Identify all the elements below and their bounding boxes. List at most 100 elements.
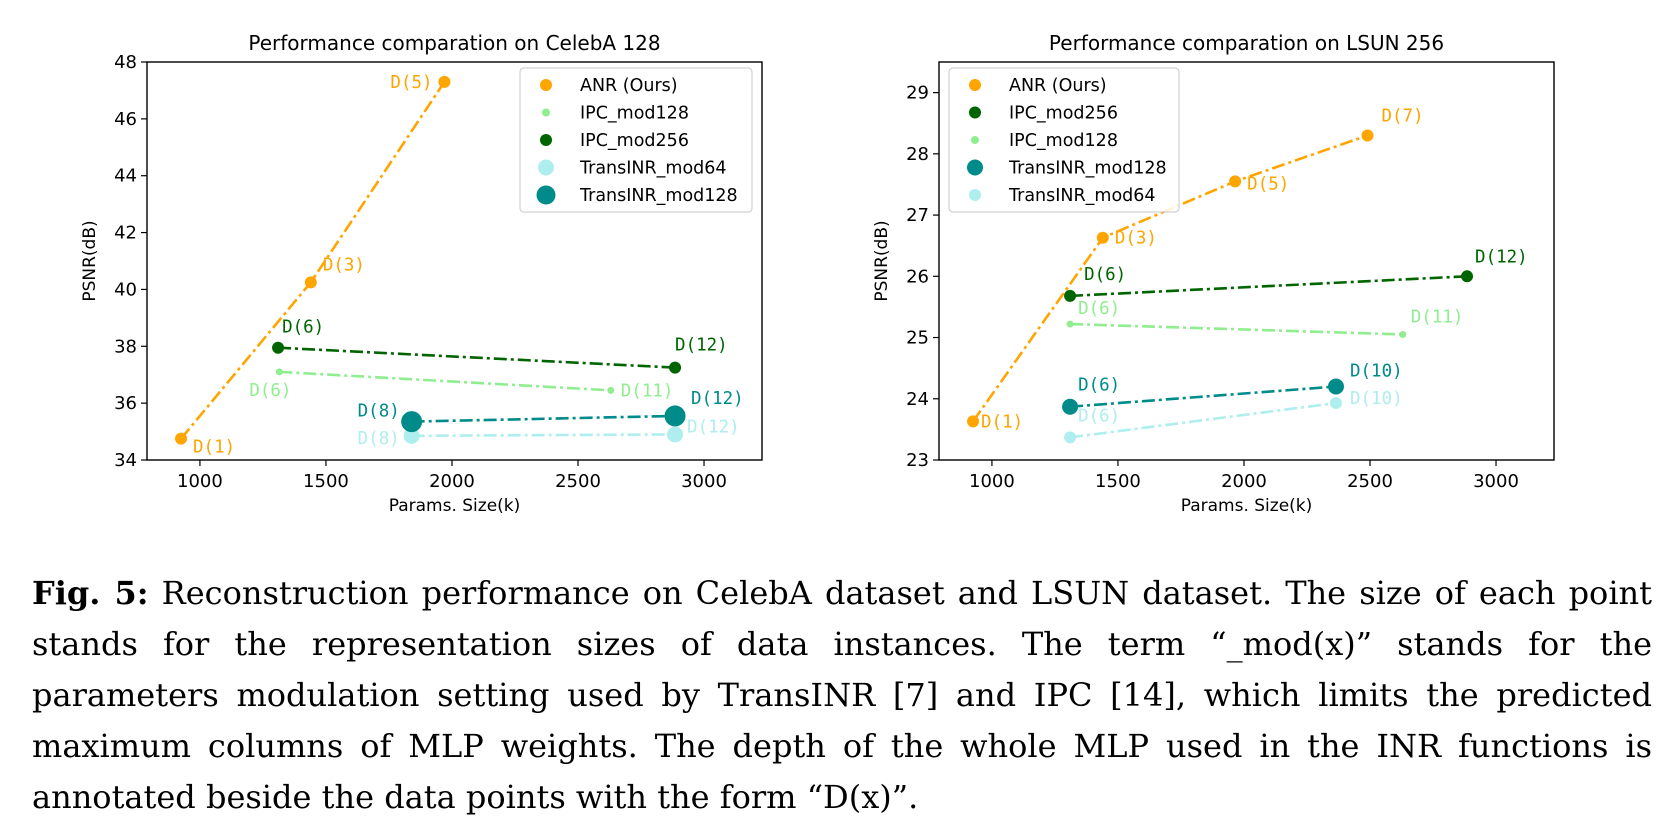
data-point bbox=[1329, 397, 1342, 410]
series-line-5 bbox=[411, 414, 676, 423]
data-point bbox=[1096, 231, 1109, 244]
data-point bbox=[1066, 320, 1074, 328]
charts-svg: Performance comparation on CelebA 128 100… bbox=[80, 31, 1555, 516]
y-tick-label: 28 bbox=[906, 144, 929, 165]
figure: Performance comparation on CelebA 128 100… bbox=[80, 31, 1555, 516]
series-line-4 bbox=[411, 433, 676, 438]
data-label: D(10) bbox=[1350, 362, 1403, 382]
data-label: D(6) bbox=[1084, 265, 1126, 285]
data-point bbox=[1361, 129, 1374, 142]
x-axis-label: Params. Size(k) bbox=[389, 496, 521, 516]
y-axis-label: PSNR(dB) bbox=[80, 220, 100, 301]
data-point bbox=[403, 427, 420, 444]
y-axis-label: PSNR(dB) bbox=[872, 220, 892, 301]
data-point bbox=[272, 341, 285, 354]
y-tick-label: 38 bbox=[114, 336, 137, 357]
legend: ANR (Ours) IPC_mod256 IPC_mod128 TransINR_m… bbox=[948, 67, 1180, 213]
data-label: D(3) bbox=[323, 255, 365, 275]
data-point bbox=[438, 75, 451, 88]
chart-title: Performance comparation on CelebA 128 bbox=[248, 31, 660, 55]
data-label: D(6) bbox=[1078, 406, 1120, 426]
data-label: D(6) bbox=[1078, 376, 1120, 396]
x-tick-label: 3000 bbox=[681, 471, 727, 492]
y-tick-label: 27 bbox=[906, 205, 929, 226]
y-tick-label: 26 bbox=[906, 266, 929, 287]
data-label: D(6) bbox=[1078, 299, 1120, 319]
x-tick-label: 2000 bbox=[1221, 471, 1267, 492]
legend-box bbox=[519, 67, 753, 213]
data-point bbox=[1229, 175, 1242, 188]
y-tick-label: 34 bbox=[114, 450, 137, 471]
legend-marker bbox=[536, 185, 556, 205]
data-label: D(7) bbox=[1381, 106, 1423, 126]
legend-label: IPC_mod256 bbox=[1009, 104, 1118, 124]
x-tick-label: 2000 bbox=[429, 471, 475, 492]
y-tick-label: 36 bbox=[114, 393, 137, 414]
data-label: D(3) bbox=[1115, 229, 1157, 249]
legend-label: TransINR_mod128 bbox=[579, 186, 738, 206]
data-point bbox=[669, 361, 682, 374]
legend-label: TransINR_mod128 bbox=[1008, 159, 1167, 179]
data-label: D(8) bbox=[358, 429, 400, 449]
y-tick-label: 40 bbox=[114, 279, 137, 300]
data-point bbox=[1399, 330, 1407, 338]
data-label: D(1) bbox=[193, 438, 235, 458]
series-line-5 bbox=[1069, 401, 1337, 439]
series-line-3 bbox=[278, 346, 676, 369]
y-tick-label: 25 bbox=[906, 328, 929, 349]
data-point bbox=[667, 426, 684, 443]
data-label: D(6) bbox=[282, 318, 324, 338]
data-label: D(12) bbox=[675, 336, 728, 356]
chart-title: Performance comparation on LSUN 256 bbox=[1049, 31, 1444, 55]
legend-label: IPC_mod128 bbox=[1009, 131, 1118, 151]
legend-marker bbox=[538, 159, 554, 176]
data-point bbox=[1461, 270, 1474, 283]
data-point bbox=[1327, 378, 1344, 395]
data-point bbox=[967, 415, 980, 428]
x-tick-label: 2500 bbox=[555, 471, 601, 492]
legend-marker bbox=[971, 136, 979, 144]
data-point bbox=[175, 432, 188, 445]
data-label: D(11) bbox=[621, 381, 674, 401]
y-tick-label: 29 bbox=[906, 83, 929, 104]
x-tick-label: 1500 bbox=[303, 471, 349, 492]
legend-marker bbox=[967, 159, 983, 176]
series-line-4 bbox=[1069, 385, 1337, 409]
series-line-2 bbox=[1070, 275, 1468, 298]
legend-label: TransINR_mod64 bbox=[579, 159, 727, 179]
legend-marker bbox=[969, 189, 981, 201]
data-label: D(6) bbox=[249, 381, 291, 401]
legend-marker bbox=[542, 108, 550, 117]
data-point bbox=[401, 411, 423, 433]
data-label: D(12) bbox=[687, 417, 740, 437]
data-label: D(5) bbox=[390, 73, 432, 93]
data-point bbox=[664, 405, 686, 427]
legend: ANR (Ours) IPC_mod128 IPC_mod256 TransINR_m… bbox=[519, 67, 753, 213]
data-label: D(10) bbox=[1350, 389, 1403, 409]
data-point bbox=[607, 386, 615, 394]
legend-marker bbox=[969, 106, 981, 119]
data-point bbox=[1064, 431, 1077, 444]
data-point bbox=[1064, 289, 1077, 302]
data-label: D(5) bbox=[1247, 174, 1289, 194]
caption-label: Fig. 5: bbox=[32, 574, 149, 612]
data-label: D(12) bbox=[1475, 247, 1528, 267]
x-axis-label: Params. Size(k) bbox=[1181, 496, 1313, 516]
legend-label: ANR (Ours) bbox=[580, 76, 678, 96]
y-tick-label: 42 bbox=[114, 223, 137, 244]
legend-marker bbox=[969, 79, 981, 91]
legend-box bbox=[948, 67, 1180, 213]
y-tick-label: 44 bbox=[114, 166, 137, 187]
series-line-2 bbox=[279, 370, 611, 392]
x-tick-label: 1500 bbox=[1095, 471, 1141, 492]
figure-caption: Fig. 5: Reconstruction performance on Ce… bbox=[32, 568, 1652, 823]
y-tick-label: 24 bbox=[906, 389, 929, 410]
data-label: D(11) bbox=[1411, 307, 1464, 327]
x-tick-label: 3000 bbox=[1473, 471, 1519, 492]
legend-marker bbox=[540, 134, 552, 146]
y-tick-label: 23 bbox=[906, 450, 929, 471]
y-tick-label: 48 bbox=[114, 52, 137, 73]
x-tick-label: 1000 bbox=[177, 471, 223, 492]
data-point bbox=[304, 276, 317, 289]
data-label: D(1) bbox=[981, 412, 1023, 432]
